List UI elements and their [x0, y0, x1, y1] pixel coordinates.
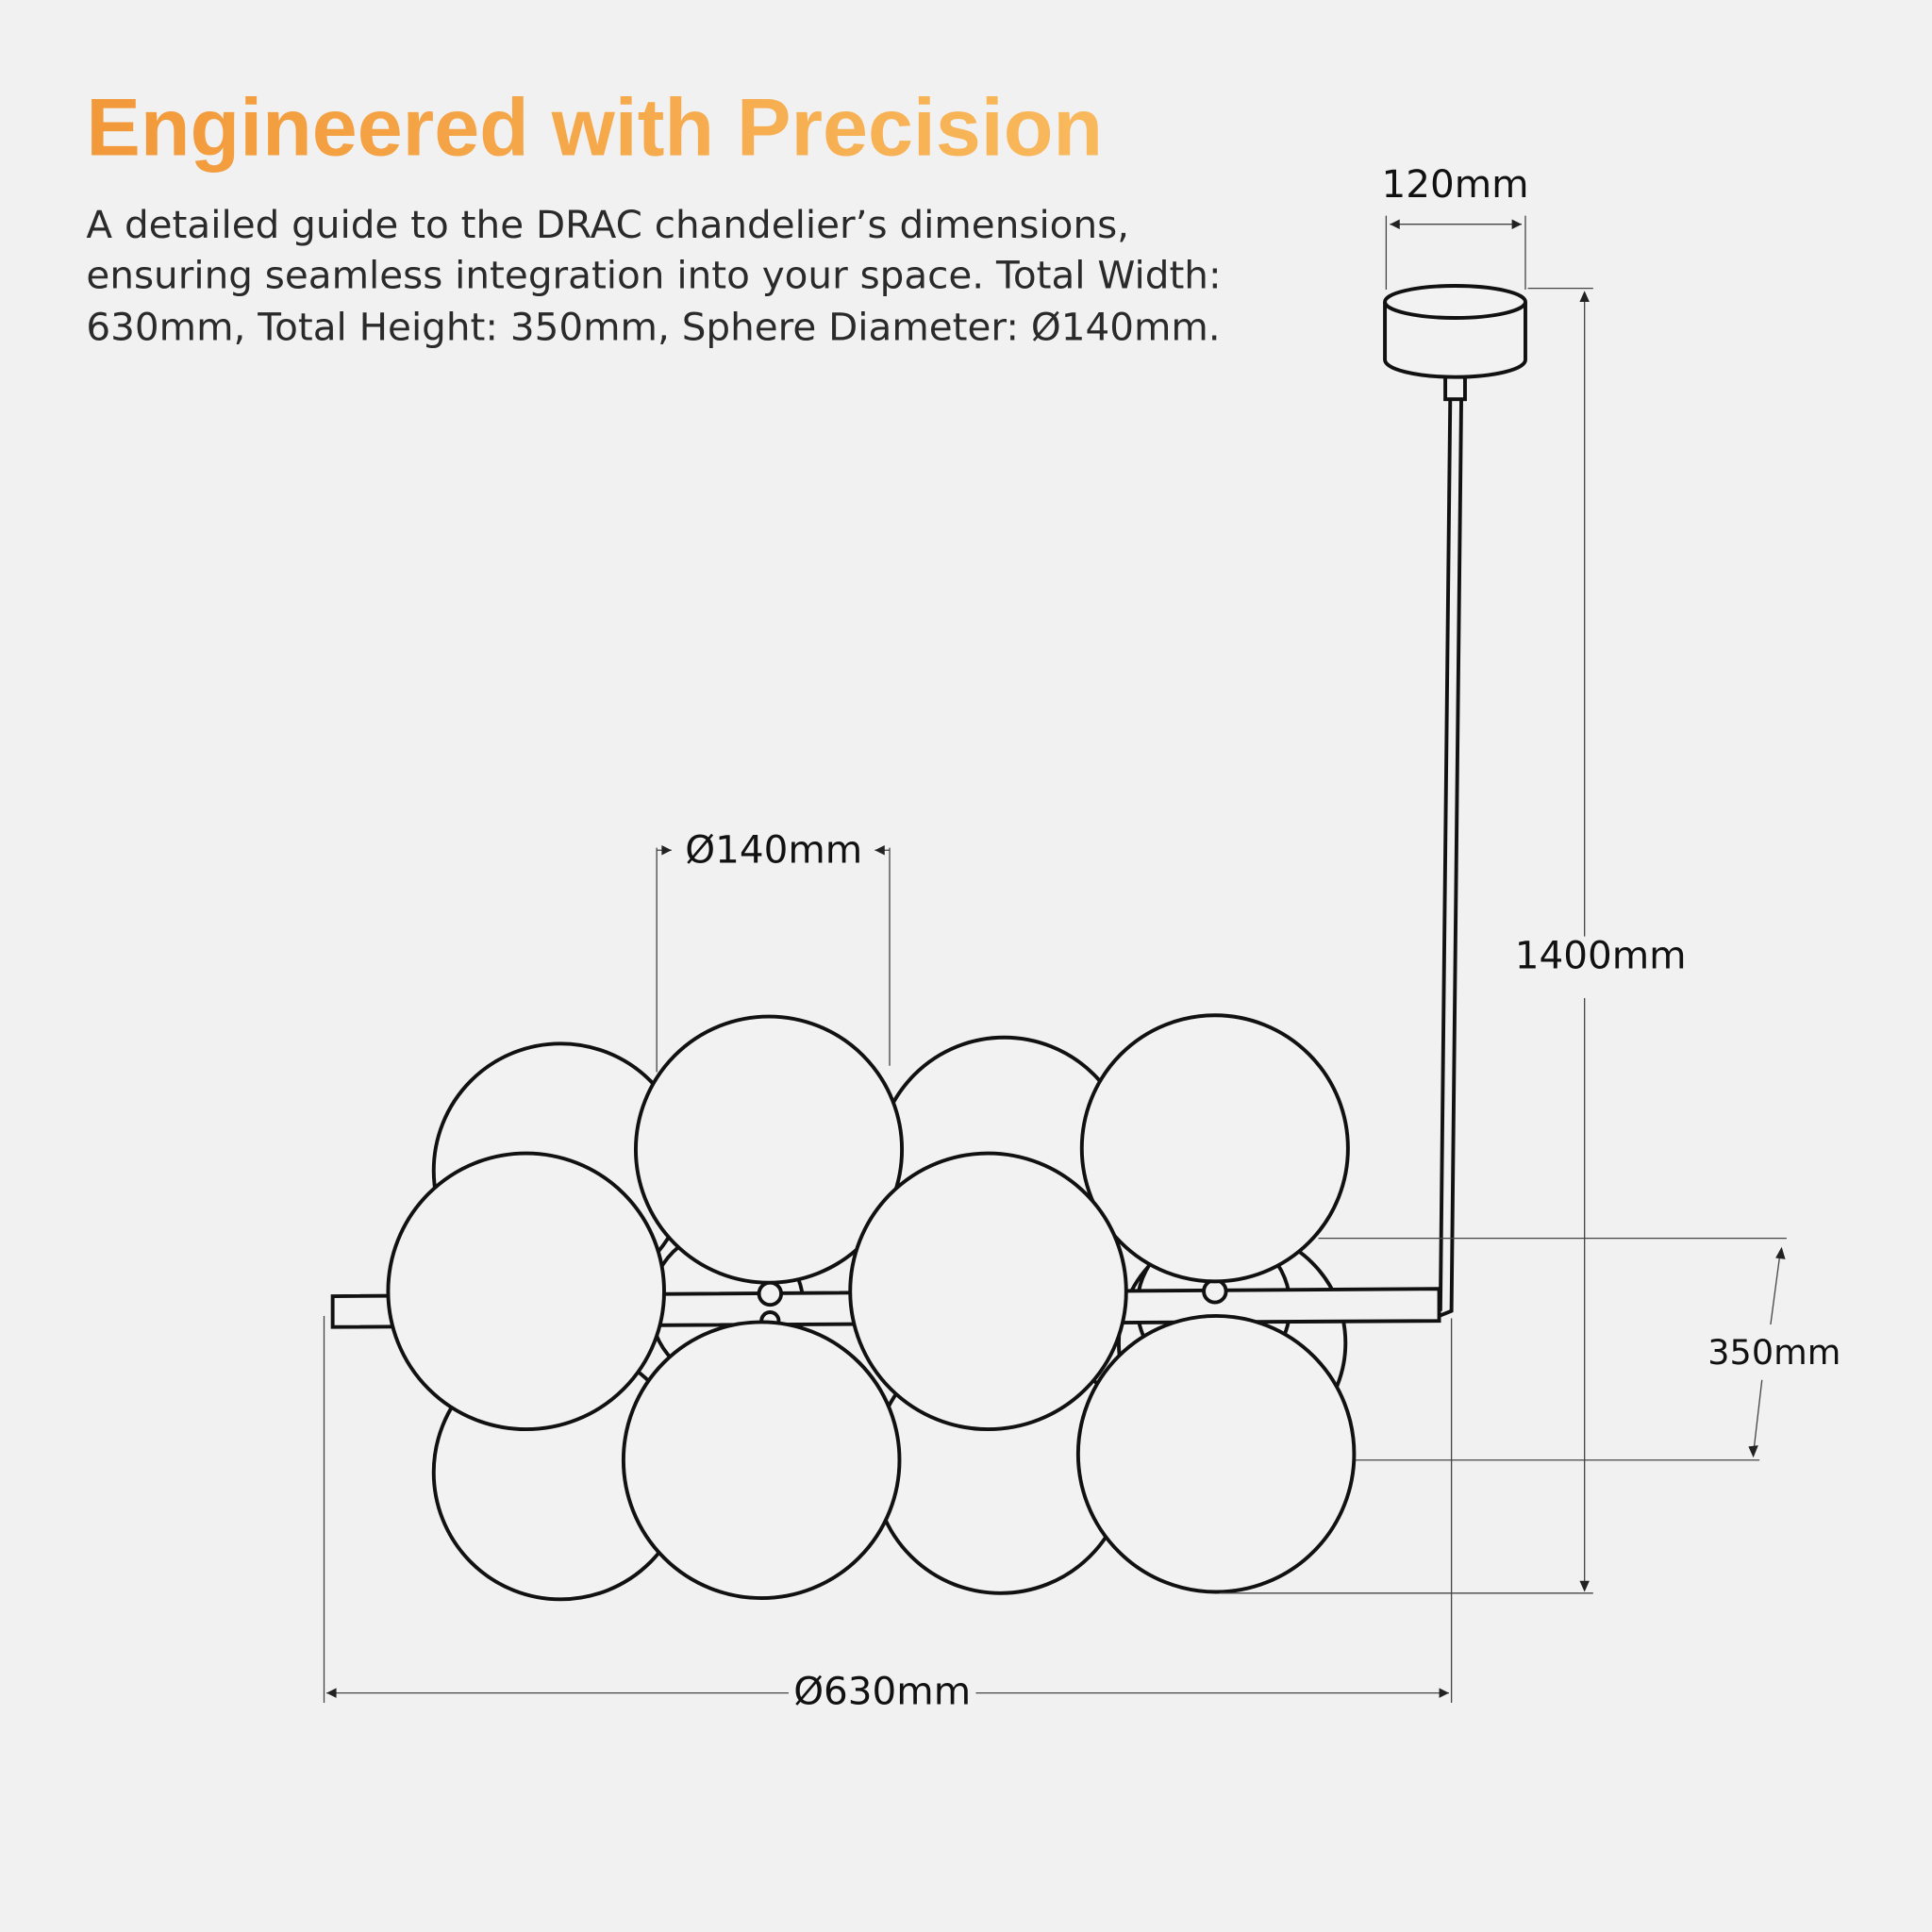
- sphere: [621, 1320, 902, 1600]
- socket: [1202, 1278, 1228, 1305]
- chandelier-drawing: [323, 215, 1787, 1704]
- dimension-line: [1385, 215, 1526, 290]
- dimension-label: Ø630mm: [793, 1668, 971, 1713]
- stem: [1438, 396, 1464, 1318]
- dimension-line: [656, 847, 891, 1073]
- arrowhead: [661, 845, 672, 856]
- description-line: 630mm, Total Height: 350mm, Sphere Diame…: [86, 304, 1220, 349]
- socket: [757, 1280, 784, 1307]
- sphere: [386, 1151, 666, 1432]
- dimension-line: [323, 1315, 1453, 1704]
- arrowhead: [1775, 1246, 1786, 1259]
- title: Engineered with Precision: [86, 83, 1103, 174]
- canopy: [1383, 302, 1527, 379]
- sphere: [633, 1014, 905, 1285]
- dimension-line: [1318, 1238, 1787, 1461]
- arrowhead: [1579, 1580, 1590, 1592]
- arrowhead: [1579, 291, 1590, 302]
- sphere: [848, 1151, 1128, 1432]
- arrowhead: [1511, 219, 1523, 229]
- sphere: [1079, 1013, 1350, 1284]
- arrowhead: [1390, 219, 1400, 229]
- dimension-label: 120mm: [1381, 161, 1528, 207]
- arrowhead: [874, 845, 885, 856]
- sphere: [1075, 1313, 1357, 1594]
- description-line: ensuring seamless integration into your …: [86, 253, 1221, 298]
- dimension-label: 1400mm: [1515, 933, 1687, 978]
- description-line: A detailed guide to the DRAC chandelier’…: [86, 202, 1129, 247]
- arrowhead: [1439, 1688, 1449, 1698]
- canopy-top: [1383, 284, 1527, 320]
- dimension-label: Ø140mm: [685, 826, 862, 872]
- arrowhead: [1748, 1445, 1758, 1458]
- arrowhead: [326, 1688, 337, 1698]
- dimension-line: [1220, 287, 1593, 1594]
- dimension-label: 350mm: [1707, 1332, 1840, 1373]
